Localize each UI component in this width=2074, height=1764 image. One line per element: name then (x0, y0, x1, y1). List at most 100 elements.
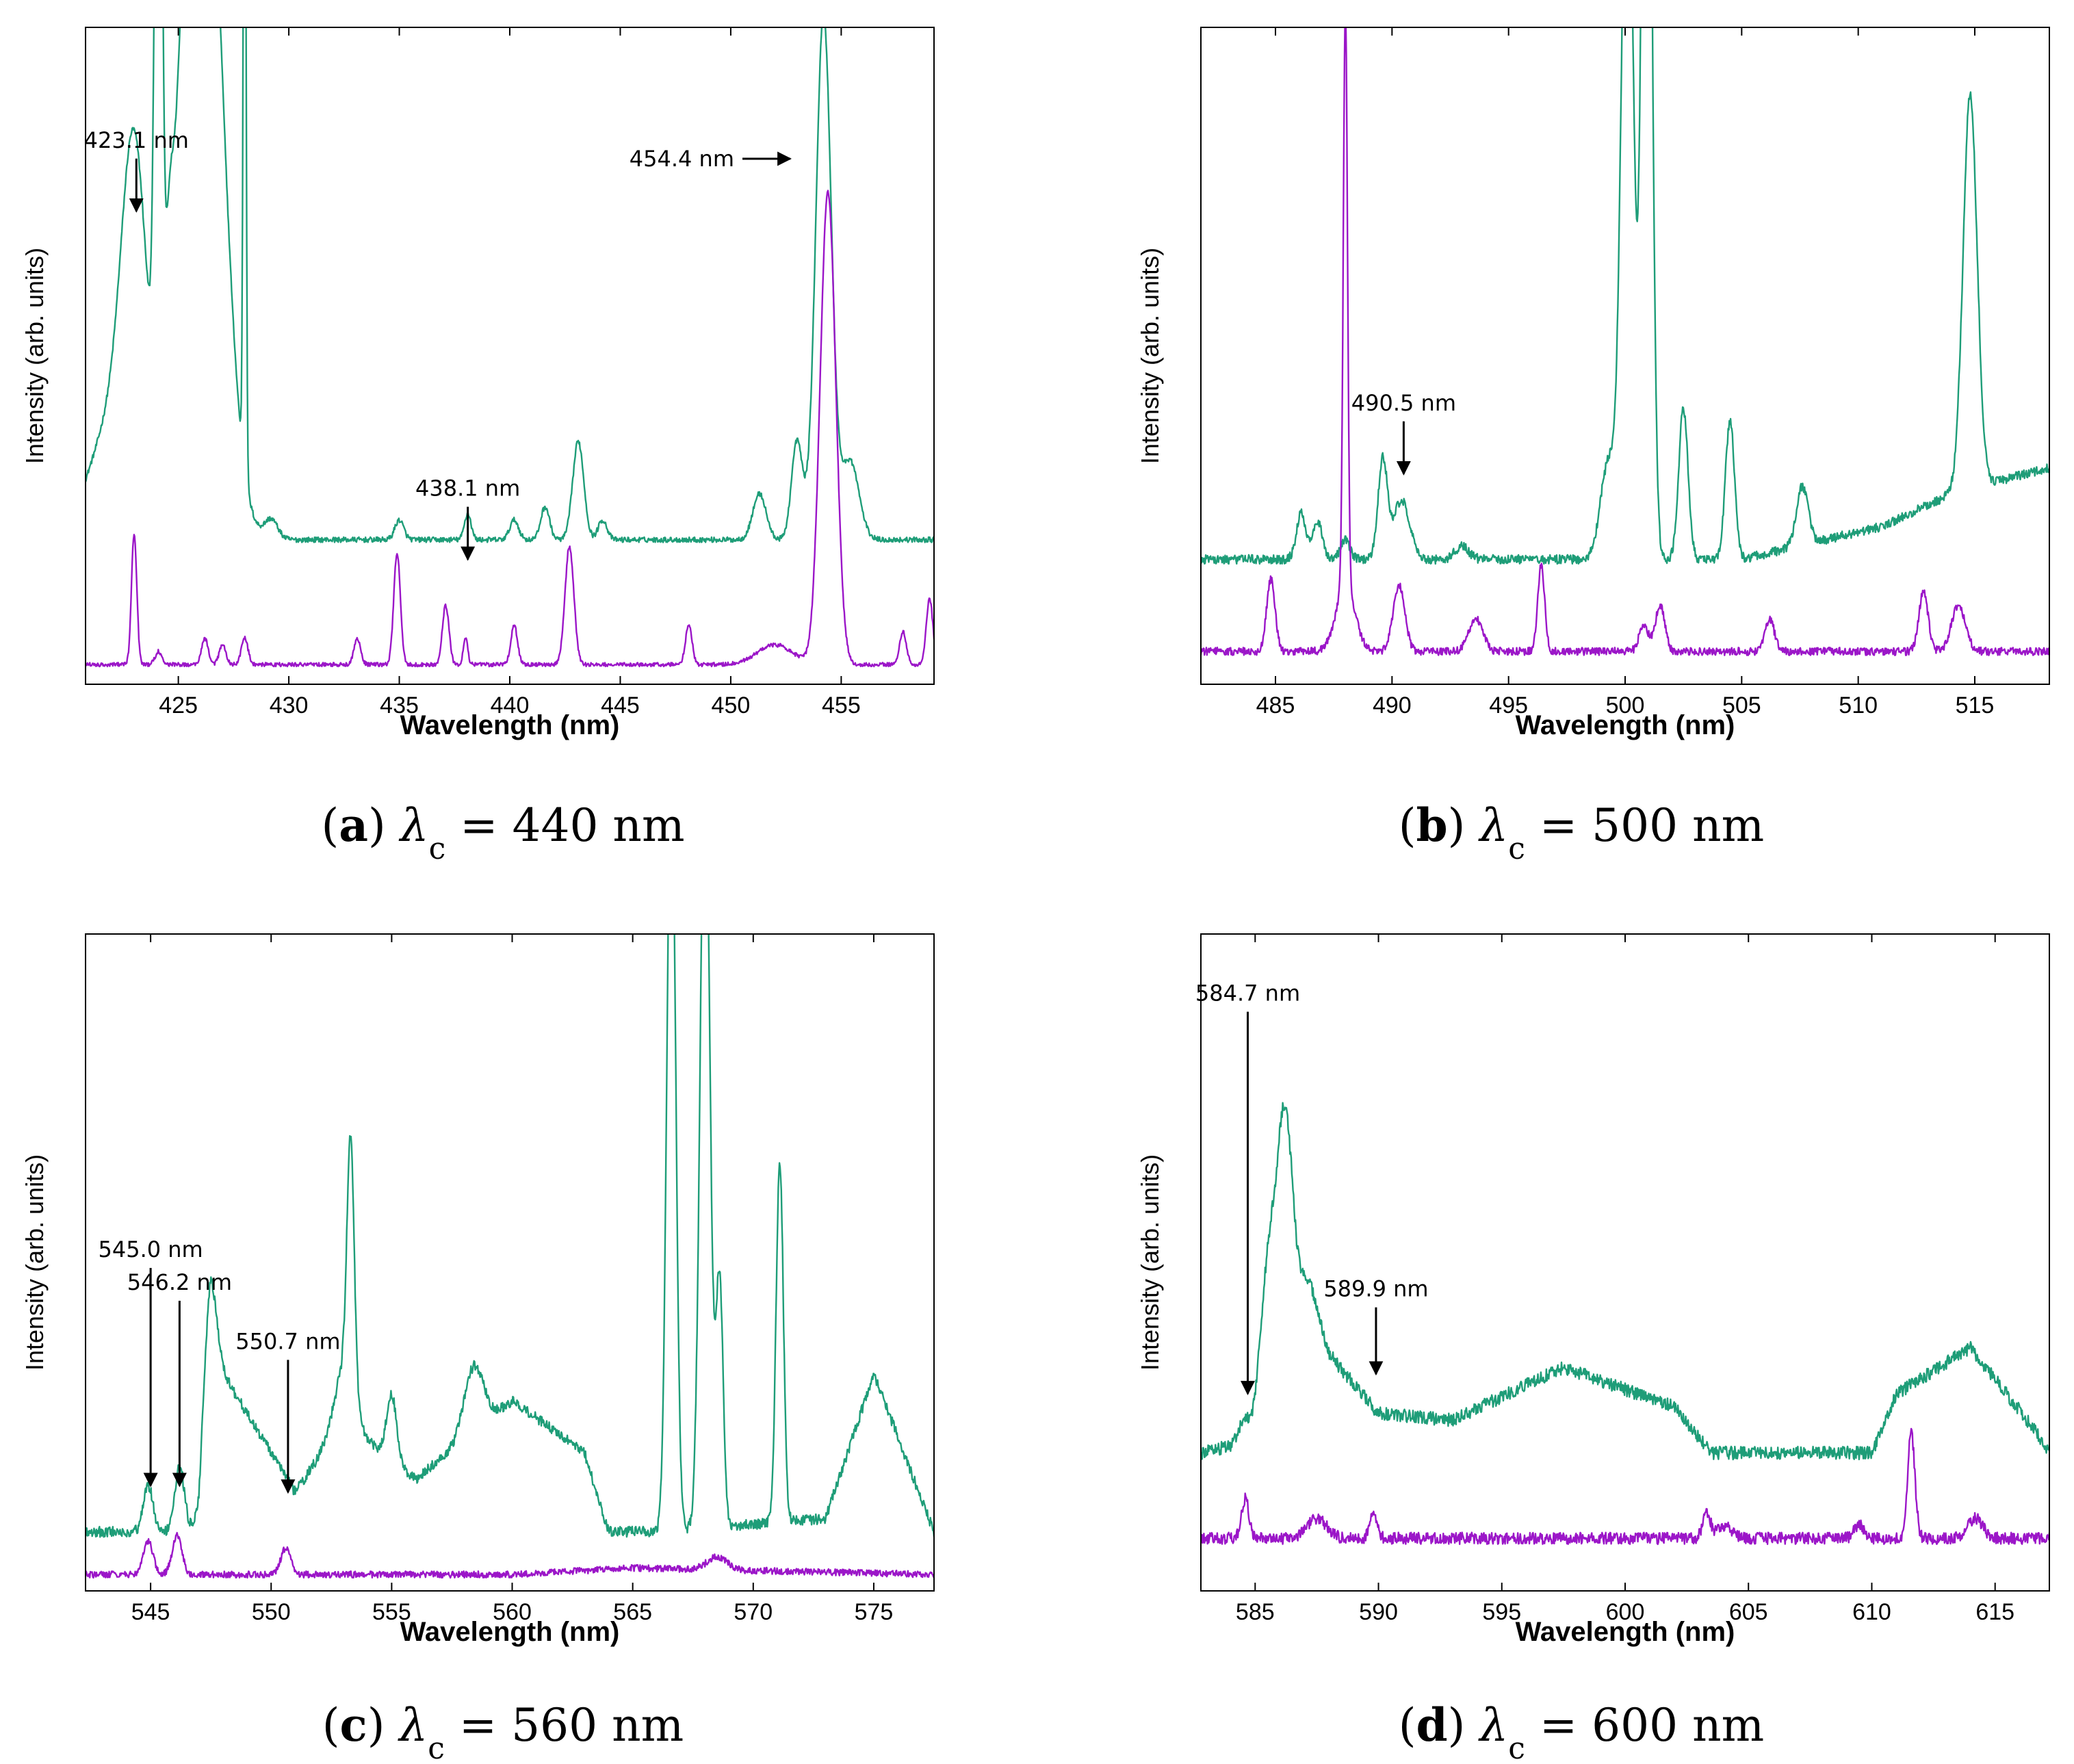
annotation-label: 490.5 nm (1351, 390, 1456, 416)
x-tick-label: 600 (1606, 1599, 1645, 1625)
annotation: 550.7 nm (235, 1328, 341, 1494)
x-tick-label: 565 (613, 1599, 652, 1625)
caption-paren-open: ( (322, 1699, 340, 1752)
chart-panel-d: Intensity (arb. units) 585 590 595 600 605 61… (1136, 933, 2050, 1764)
x-tick-label: 515 (1956, 692, 1995, 718)
series-group (86, 27, 934, 668)
caption-subscript: c (429, 831, 446, 866)
y-axis-label: Intensity (arb. units) (21, 1154, 49, 1371)
caption-label: d (1416, 1698, 1448, 1752)
annotation: 584.7 nm (1195, 981, 1300, 1396)
x-tick-label: 605 (1729, 1599, 1768, 1625)
annotation-label: 589.9 nm (1323, 1276, 1428, 1302)
panel-caption: (a) λc = 440 nm (321, 799, 684, 866)
x-tick-label: 440 (491, 692, 530, 718)
x-tick-label: 450 (712, 692, 751, 718)
annotation: 545.0 nm (98, 1236, 203, 1488)
caption-paren-close: ) (368, 799, 400, 852)
series-line-purple (1201, 1427, 2049, 1545)
annotation: 589.9 nm (1323, 1276, 1429, 1376)
caption-paren-open: ( (1399, 799, 1416, 852)
annotation-label: 550.7 nm (235, 1328, 340, 1354)
series-group (86, 934, 934, 1579)
series-line-purple (1201, 27, 2049, 656)
x-tick-label: 495 (1489, 692, 1528, 718)
x-tick-label: 425 (159, 692, 198, 718)
caption-rest: = 560 nm (445, 1699, 684, 1752)
annotation: 490.5 nm (1351, 390, 1456, 476)
x-tick-label: 575 (855, 1599, 894, 1625)
x-tick-label: 445 (601, 692, 640, 718)
series-group (1201, 1102, 2049, 1545)
annotation-label: 454.4 nm (630, 146, 734, 172)
y-axis-label: Intensity (arb. units) (21, 248, 49, 464)
annotation-label: 546.2 nm (127, 1269, 232, 1295)
caption-rest: = 500 nm (1525, 799, 1764, 852)
x-tick-label: 560 (493, 1599, 532, 1625)
x-tick-label: 510 (1839, 692, 1878, 718)
plot-frame (1200, 27, 2050, 685)
annotation: 546.2 nm (127, 1269, 232, 1488)
series-line-green (1201, 27, 2049, 565)
x-axis-label: Wavelength (nm) (1516, 710, 1735, 740)
series-line-purple (86, 190, 934, 668)
plot-frame (85, 933, 935, 1592)
annotation-label: 584.7 nm (1195, 981, 1300, 1007)
x-tick-label: 500 (1606, 692, 1645, 718)
caption-symbol: λ (397, 1699, 428, 1752)
caption-paren-close: ) (1448, 799, 1480, 852)
caption-subscript: c (1508, 1731, 1525, 1764)
caption-label: a (339, 799, 368, 852)
caption-symbol: λ (1477, 1699, 1508, 1752)
x-tick-label: 555 (372, 1599, 411, 1625)
caption-label: c (340, 1698, 367, 1752)
x-tick-label: 545 (131, 1599, 170, 1625)
series-line-purple (86, 1531, 934, 1579)
x-axis-label: Wavelength (nm) (400, 1617, 620, 1647)
caption-paren-close: ) (1448, 1699, 1480, 1752)
x-tick-label: 490 (1373, 692, 1412, 718)
caption-rest: = 440 nm (445, 799, 684, 852)
caption-label: b (1416, 799, 1448, 852)
x-tick-label: 550 (252, 1599, 291, 1625)
annotation-label: 438.1 nm (415, 476, 520, 502)
annotation: 454.4 nm (630, 146, 792, 172)
caption-symbol: λ (398, 799, 429, 852)
plot-area: 545 550 555 560 565 570 575 545.0 nm 546.2 nm 550… (85, 933, 935, 1625)
x-tick-label: 610 (1852, 1599, 1891, 1625)
annotation-label: 423.1 nm (84, 127, 189, 153)
caption-paren-close: ) (367, 1699, 400, 1752)
plot-area: 585 590 595 600 605 610 615 584.7 nm 589.9 nm (1195, 933, 2050, 1625)
x-tick-label: 455 (822, 692, 861, 718)
annotation: 438.1 nm (415, 476, 520, 561)
x-tick-label: 590 (1359, 1599, 1398, 1625)
plot-frame (1200, 933, 2050, 1592)
x-tick-label: 485 (1256, 692, 1295, 718)
chart-panel-a: Intensity (arb. units) 425 430 435 440 445 45… (21, 27, 935, 866)
x-axis-label: Wavelength (nm) (1516, 1617, 1735, 1647)
series-line-green (86, 27, 934, 543)
plot-area: 425 430 435 440 445 450 455 423.1 nm 438.1 nm 454… (84, 27, 935, 718)
y-axis-label: Intensity (arb. units) (1136, 1154, 1164, 1371)
x-tick-label: 505 (1722, 692, 1761, 718)
caption-subscript: c (428, 1731, 445, 1764)
x-tick-label: 570 (734, 1599, 773, 1625)
caption-rest: = 600 nm (1525, 1699, 1764, 1752)
x-tick-label: 615 (1975, 1599, 2014, 1625)
chart-panel-b: Intensity (arb. units) 485 490 495 500 505 51… (1136, 27, 2050, 866)
y-axis-label: Intensity (arb. units) (1136, 248, 1164, 464)
plot-frame (85, 27, 935, 685)
annotation-label: 545.0 nm (98, 1236, 203, 1262)
x-tick-label: 595 (1482, 1599, 1521, 1625)
caption-subscript: c (1508, 831, 1525, 866)
chart-panel-c: Intensity (arb. units) 545 550 555 560 565 57… (21, 933, 935, 1764)
panel-caption: (b) λc = 500 nm (1399, 799, 1764, 866)
x-tick-label: 585 (1236, 1599, 1275, 1625)
series-line-green (86, 934, 934, 1538)
caption-symbol: λ (1477, 799, 1508, 852)
panel-caption: (c) λc = 560 nm (322, 1698, 684, 1764)
x-axis-label: Wavelength (nm) (400, 710, 620, 740)
caption-paren-open: ( (321, 799, 339, 852)
caption-paren-open: ( (1399, 1699, 1416, 1752)
